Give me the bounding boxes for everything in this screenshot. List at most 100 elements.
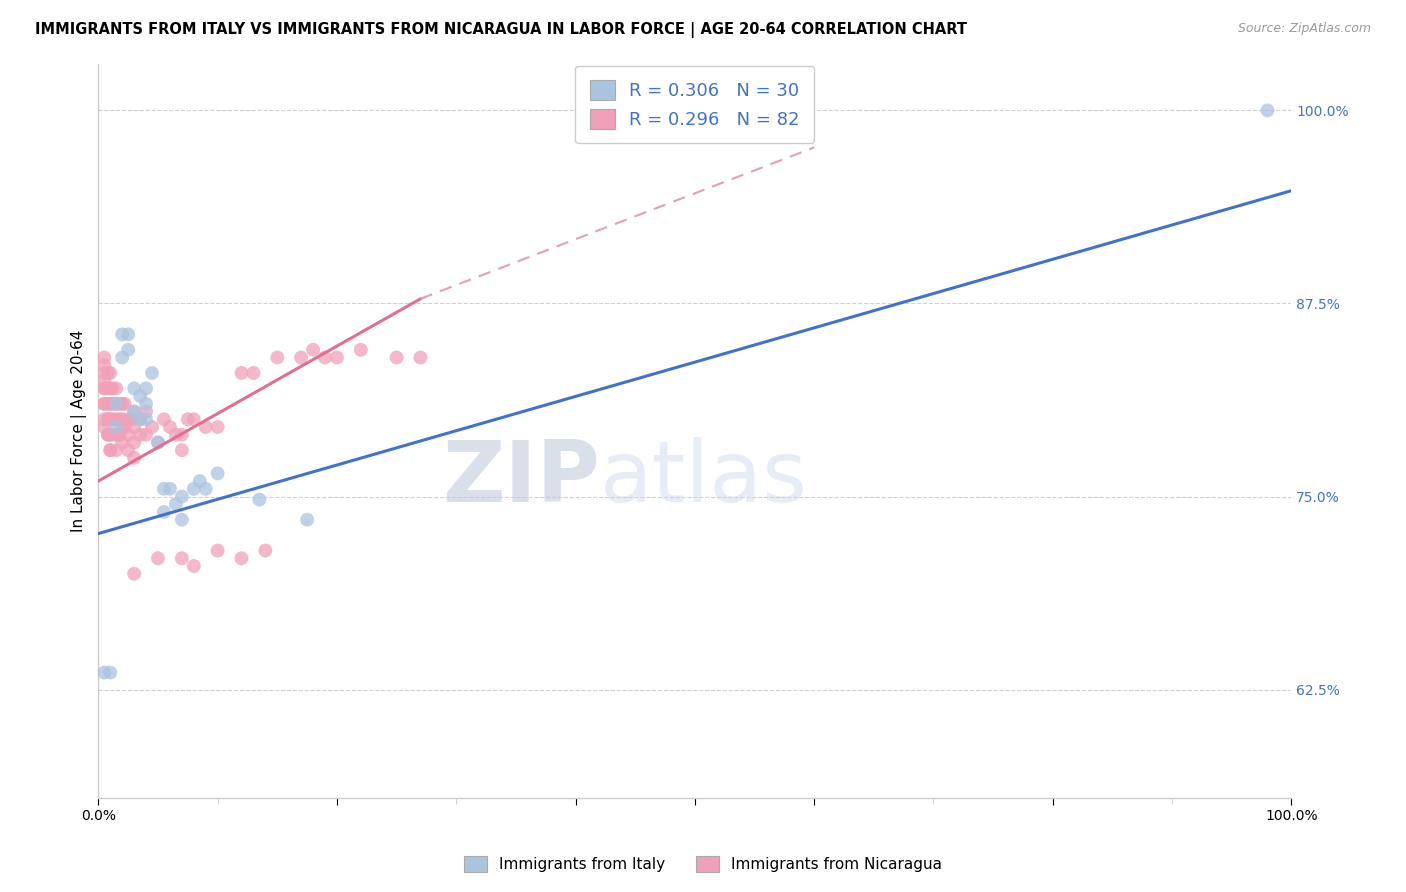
Point (93, 351, 115, 365)
Point (117, 327, 139, 342)
Point (117, 427, 139, 442)
Point (93, 420, 115, 434)
Point (242, 366, 264, 380)
Point (159, 482, 181, 496)
Point (135, 404, 157, 418)
Point (97, 427, 120, 442)
Point (231, 551, 253, 566)
Point (98, 665, 121, 680)
Point (98, 443, 121, 458)
Point (194, 482, 217, 496)
Point (114, 420, 136, 434)
Point (129, 427, 152, 442)
Point (135, 412, 157, 426)
Point (153, 482, 176, 496)
Point (101, 427, 124, 442)
Point (105, 443, 128, 458)
Text: atlas: atlas (599, 437, 807, 520)
Point (98, 427, 121, 442)
Point (141, 420, 163, 434)
Point (409, 351, 432, 365)
Point (98, 397, 121, 411)
Point (105, 397, 128, 411)
Point (105, 381, 128, 395)
Point (97, 427, 120, 442)
Point (159, 420, 181, 434)
Point (117, 343, 139, 357)
Point (207, 543, 229, 558)
Point (97, 366, 120, 380)
Point (135, 427, 157, 442)
Point (177, 412, 200, 426)
Point (108, 397, 131, 411)
Point (93, 665, 115, 680)
Point (183, 559, 205, 574)
Point (266, 351, 288, 365)
Point (117, 412, 139, 426)
Point (93, 366, 115, 380)
Point (105, 420, 128, 434)
Point (135, 381, 157, 395)
Point (111, 351, 134, 365)
Point (170, 443, 193, 458)
Text: Source: ZipAtlas.com: Source: ZipAtlas.com (1237, 22, 1371, 36)
Point (122, 404, 145, 418)
Legend: R = 0.306   N = 30, R = 0.296   N = 82: R = 0.306 N = 30, R = 0.296 N = 82 (575, 66, 814, 144)
Point (295, 513, 318, 527)
Point (165, 497, 187, 511)
Point (111, 420, 134, 434)
Point (207, 467, 229, 481)
Point (98, 381, 121, 395)
Point (111, 327, 134, 342)
Point (97, 381, 120, 395)
Point (101, 381, 124, 395)
Point (194, 420, 217, 434)
Point (97, 412, 120, 426)
Point (231, 366, 253, 380)
Point (121, 412, 143, 426)
Point (146, 551, 169, 566)
Point (183, 412, 205, 426)
Point (170, 513, 193, 527)
Point (146, 435, 169, 450)
Point (93, 381, 115, 395)
Point (385, 351, 408, 365)
Point (1256, 103, 1278, 118)
Point (105, 397, 128, 411)
Point (153, 505, 176, 519)
Point (98, 366, 121, 380)
Point (129, 389, 152, 403)
Point (93, 381, 115, 395)
Text: IMMIGRANTS FROM ITALY VS IMMIGRANTS FROM NICARAGUA IN LABOR FORCE | AGE 20-64 CO: IMMIGRANTS FROM ITALY VS IMMIGRANTS FROM… (35, 22, 967, 38)
Point (97, 397, 120, 411)
Point (146, 435, 169, 450)
Point (111, 397, 134, 411)
Point (101, 397, 124, 411)
Point (93, 412, 115, 426)
Point (165, 427, 187, 442)
Point (108, 427, 131, 442)
Point (117, 443, 139, 458)
Point (350, 343, 373, 357)
Point (314, 351, 336, 365)
Point (153, 412, 176, 426)
Point (122, 450, 145, 465)
Point (98, 412, 121, 426)
Point (108, 412, 131, 426)
Point (111, 412, 134, 426)
Point (254, 543, 277, 558)
Point (114, 397, 136, 411)
Text: ZIP: ZIP (441, 437, 599, 520)
Point (302, 343, 325, 357)
Y-axis label: In Labor Force | Age 20-64: In Labor Force | Age 20-64 (72, 330, 87, 532)
Point (93, 358, 115, 372)
Point (129, 412, 152, 426)
Point (105, 412, 128, 426)
Point (141, 366, 163, 380)
Point (170, 490, 193, 504)
Legend: Immigrants from Italy, Immigrants from Nicaragua: Immigrants from Italy, Immigrants from N… (457, 848, 949, 880)
Point (93, 374, 115, 388)
Point (135, 397, 157, 411)
Point (188, 474, 211, 488)
Point (129, 412, 152, 426)
